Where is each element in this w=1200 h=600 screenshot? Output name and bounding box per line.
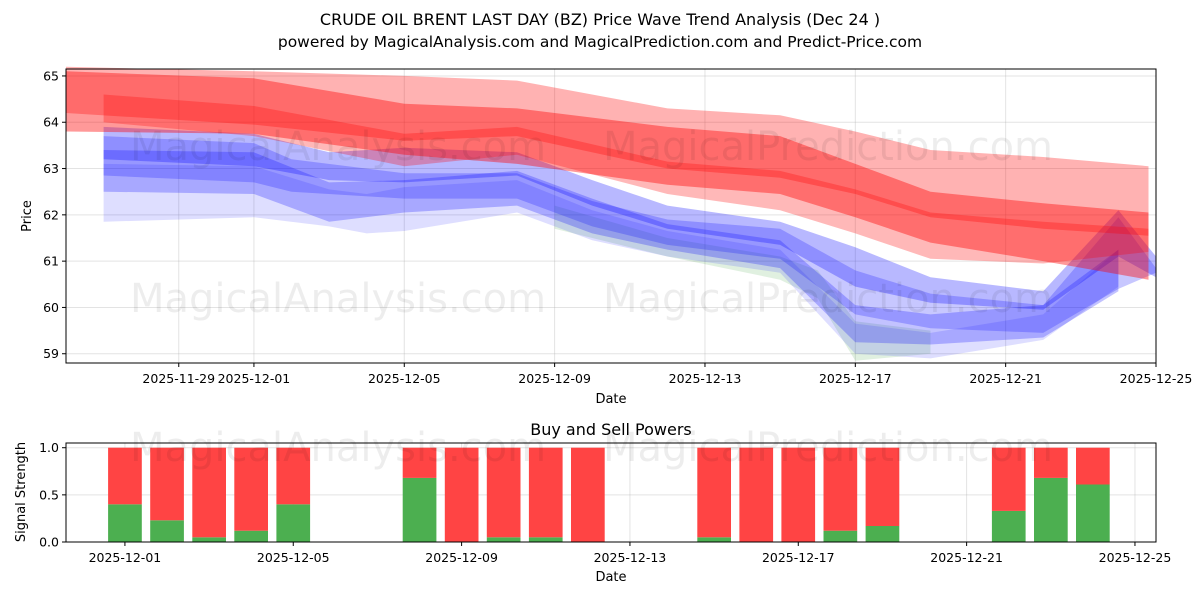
buy-bar xyxy=(486,537,521,542)
price-chart: MagicalAnalysis.com MagicalPrediction.co… xyxy=(20,66,1192,407)
price-grid xyxy=(66,69,1157,363)
sell-bar xyxy=(276,447,311,505)
power-y-tick-label: 1.0 xyxy=(39,440,59,455)
sell-bar xyxy=(486,447,521,538)
sell-bar xyxy=(402,447,437,478)
sell-bar xyxy=(697,447,731,538)
price-y-tick-label: 63 xyxy=(43,161,59,176)
blue-wave-band xyxy=(103,163,1119,359)
power-x-tick-label: 2025-12-13 xyxy=(594,550,667,565)
watermark-prediction-bottom: MagicalPrediction.com xyxy=(603,425,1053,471)
sell-bar xyxy=(150,447,184,521)
buy-bar xyxy=(192,537,226,542)
power-y-tick-label: 0.5 xyxy=(39,487,59,502)
price-plot-frame xyxy=(65,68,1157,364)
buy-bar xyxy=(697,537,731,542)
price-x-tick-label: 2025-12-17 xyxy=(819,371,892,386)
price-x-tick-label: 2025-12-21 xyxy=(969,371,1042,386)
watermark-prediction-top: MagicalPrediction.com xyxy=(603,124,1053,170)
sell-bar xyxy=(444,447,479,542)
sell-bar xyxy=(739,447,774,542)
price-x-tick-label: 2025-12-25 xyxy=(1120,371,1193,386)
sell-bar xyxy=(991,447,1026,511)
sell-bar xyxy=(192,447,226,538)
power-x-tick-label: 2025-12-25 xyxy=(1099,550,1172,565)
watermark-prediction-mid: MagicalPrediction.com xyxy=(603,276,1053,322)
chart-title: CRUDE OIL BRENT LAST DAY (BZ) Price Wave… xyxy=(320,10,880,29)
sell-bar xyxy=(571,447,605,542)
power-y-label: Signal Strength xyxy=(14,442,29,542)
power-x-label: Date xyxy=(595,570,626,585)
power-y-tick-label: 0.0 xyxy=(39,535,59,550)
buy-bar xyxy=(823,530,858,542)
price-y-tick-label: 62 xyxy=(43,207,59,222)
red-wave-band xyxy=(66,66,1149,236)
power-chart-title: Buy and Sell Powers xyxy=(530,420,692,439)
blue-wave-band xyxy=(103,126,1157,310)
blue-wave-band xyxy=(103,150,1119,345)
buy-bar xyxy=(402,477,437,542)
sell-bar xyxy=(781,447,816,542)
buy-bar xyxy=(150,520,184,542)
buy-bar xyxy=(991,510,1026,542)
green-wave-band xyxy=(554,205,931,361)
buy-bar xyxy=(234,530,268,542)
price-x-tick-label: 2025-12-09 xyxy=(518,371,591,386)
blue-wave-band xyxy=(103,136,1157,333)
sell-bar xyxy=(528,447,563,538)
watermark-analysis-top: MagicalAnalysis.com xyxy=(130,124,546,170)
watermark-analysis-bottom: MagicalAnalysis.com xyxy=(130,425,546,471)
sell-bar xyxy=(234,447,268,531)
chart-subtitle: powered by MagicalAnalysis.com and Magic… xyxy=(278,33,922,51)
power-axes: 2025-12-01 2025-12-05 2025-12-09 2025-12-13… xyxy=(39,440,1171,565)
power-bars xyxy=(108,447,1110,542)
red-wave-band xyxy=(103,94,1149,264)
sell-bar xyxy=(108,447,142,505)
price-y-tick-label: 65 xyxy=(43,68,59,83)
power-x-tick-label: 2025-12-21 xyxy=(930,550,1003,565)
buy-bar xyxy=(1034,477,1068,542)
price-y-tick-label: 64 xyxy=(43,115,59,130)
buy-bar xyxy=(1076,484,1110,542)
price-y-tick-label: 60 xyxy=(43,300,59,315)
sell-bar xyxy=(823,447,858,531)
price-x-tick-label: 2025-12-05 xyxy=(368,371,441,386)
price-bands xyxy=(66,66,1157,361)
power-chart: Buy and Sell Powers MagicalAnalysis.com … xyxy=(14,420,1171,585)
power-x-tick-label: 2025-12-05 xyxy=(257,550,330,565)
power-plot-frame xyxy=(65,442,1157,543)
buy-bar xyxy=(108,504,142,542)
price-x-tick-label: 2025-11-29 xyxy=(142,371,215,386)
sell-bar xyxy=(1034,447,1068,478)
price-y-tick-label: 61 xyxy=(43,254,59,269)
buy-bar xyxy=(865,526,900,542)
price-axes: 2025-11-29 2025-12-01 2025-12-05 2025-12-09… xyxy=(43,68,1192,386)
power-x-tick-label: 2025-12-01 xyxy=(89,550,162,565)
price-y-label: Price xyxy=(20,200,35,232)
red-wave-band xyxy=(66,71,1149,280)
price-x-label: Date xyxy=(595,392,626,407)
sell-bar xyxy=(865,447,900,526)
buy-bar xyxy=(528,537,563,542)
price-x-tick-label: 2025-12-13 xyxy=(669,371,742,386)
power-x-tick-label: 2025-12-09 xyxy=(425,550,498,565)
buy-bar xyxy=(276,504,311,542)
price-y-tick-label: 59 xyxy=(43,346,59,361)
power-x-tick-label: 2025-12-17 xyxy=(762,550,835,565)
price-x-tick-label: 2025-12-01 xyxy=(218,371,291,386)
watermark-analysis-mid: MagicalAnalysis.com xyxy=(130,276,546,322)
sell-bar xyxy=(1076,447,1110,485)
